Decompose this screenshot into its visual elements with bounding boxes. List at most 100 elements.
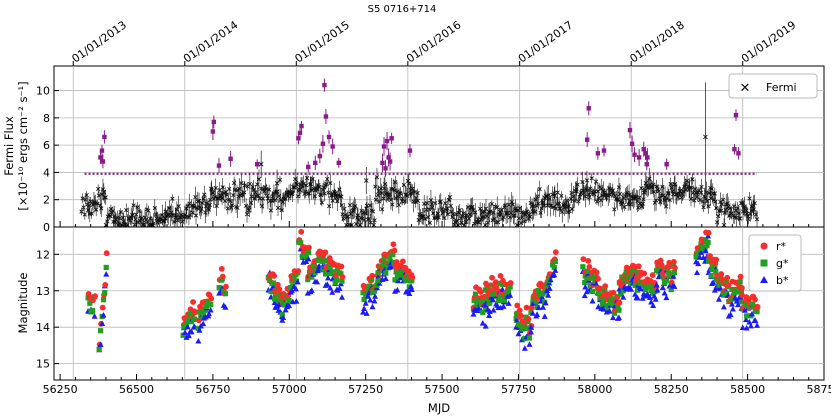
b-star-point: [528, 323, 535, 330]
fermi-point: [304, 175, 310, 181]
fermi-flare-point: [320, 141, 326, 146]
g-star-point: [360, 290, 366, 296]
g-star-point: [724, 278, 730, 285]
r-star-point: [657, 257, 664, 264]
fermi-flare-point: [664, 162, 669, 167]
fermi-point: [552, 193, 557, 199]
b-star-point: [500, 303, 507, 309]
fermi-point: [542, 203, 547, 208]
fermi-ytick-label: 2: [43, 194, 50, 207]
fermi-point: [258, 161, 264, 167]
fermi-point: [367, 203, 373, 208]
b-star-point: [729, 305, 736, 312]
b-star-point: [593, 280, 600, 287]
fermi-point: [246, 208, 251, 213]
fermi-point: [749, 208, 754, 213]
fermi-point: [636, 205, 641, 210]
r-star-point: [489, 274, 495, 281]
g-star-point: [526, 335, 533, 341]
b-star-point: [526, 341, 533, 347]
fermi-point: [459, 220, 464, 226]
fermi-point: [79, 209, 84, 214]
r-star-point: [580, 256, 587, 262]
fermi-point: [427, 220, 433, 225]
g-star-point: [327, 264, 333, 271]
fermi-point: [170, 196, 175, 201]
g-star-point: [222, 291, 229, 297]
fermi-point: [445, 206, 450, 211]
x-tick-label: 56500: [119, 383, 154, 396]
fermi-point: [489, 201, 494, 207]
x-tick-label: 56750: [195, 383, 230, 396]
g-star-point: [97, 328, 104, 334]
fermi-point: [488, 209, 493, 214]
g-star-point: [191, 316, 198, 322]
fermi-point: [454, 212, 459, 217]
fermi-point: [656, 189, 661, 194]
fermi-point: [237, 186, 242, 192]
r-star-point: [192, 309, 198, 316]
r-star-point: [649, 272, 656, 278]
legend-b-marker: [760, 276, 768, 283]
r-star-point: [497, 272, 504, 279]
fermi-point: [193, 195, 198, 200]
g-star-point: [519, 326, 525, 332]
fermi-point: [447, 195, 453, 200]
fermi-data: [79, 78, 760, 236]
r-star-point: [409, 274, 416, 281]
b-star-point: [282, 306, 289, 313]
g-star-point: [738, 299, 745, 305]
r-star-point: [707, 253, 713, 259]
fermi-point: [628, 202, 633, 207]
fermi-point: [228, 198, 233, 203]
fermi-point: [580, 179, 585, 185]
b-star-point: [490, 306, 497, 313]
g-star-point: [96, 346, 102, 353]
fermi-point: [212, 194, 217, 200]
g-star-point: [367, 283, 373, 289]
fermi-point: [723, 207, 728, 213]
g-star-point: [487, 299, 493, 305]
b-star-point: [595, 303, 602, 310]
g-star-point: [716, 282, 722, 288]
r-star-point: [514, 302, 521, 309]
fermi-point: [754, 217, 760, 222]
fermi-point: [180, 219, 185, 224]
fermi-point: [392, 188, 397, 193]
g-star-point: [392, 277, 398, 283]
fermi-point: [151, 221, 156, 226]
optical-panel: 12 13 14 15 56250 56500 56750 57000 57250 57500 57…: [16, 226, 831, 396]
r-star-point: [602, 283, 609, 289]
fermi-point: [703, 134, 708, 140]
fermi-point: [225, 206, 230, 211]
g-star-point: [582, 279, 588, 286]
fermi-flare-point: [322, 82, 327, 88]
fermi-flare-point: [736, 151, 741, 156]
fermi-point: [94, 207, 99, 212]
b-star-point: [542, 299, 549, 306]
x-axis-label: MJD: [428, 401, 450, 415]
fermi-flare-point: [210, 129, 216, 134]
g-star-point: [580, 264, 586, 270]
fermi-flare-point: [323, 114, 329, 119]
g-star-point: [376, 277, 382, 283]
r-star-point: [737, 273, 744, 280]
optical-ytick-label: 13: [36, 285, 50, 298]
g-star-point: [589, 288, 596, 295]
fermi-point: [82, 212, 87, 217]
fermi-point: [134, 212, 139, 217]
b-star-point: [639, 295, 646, 301]
r-star-point: [593, 269, 600, 276]
fermi-point: [275, 205, 281, 210]
fermi-point: [626, 192, 632, 198]
g-star-point: [668, 287, 674, 293]
g-star-point: [270, 280, 277, 286]
fermi-point: [430, 205, 435, 210]
x-tick-label: 57000: [272, 383, 307, 396]
g-star-point: [708, 273, 714, 279]
fermi-point: [712, 191, 717, 196]
g-star-point: [268, 288, 274, 295]
fermi-point: [201, 196, 206, 201]
g-star-point: [286, 298, 292, 304]
fermi-point: [463, 219, 469, 224]
